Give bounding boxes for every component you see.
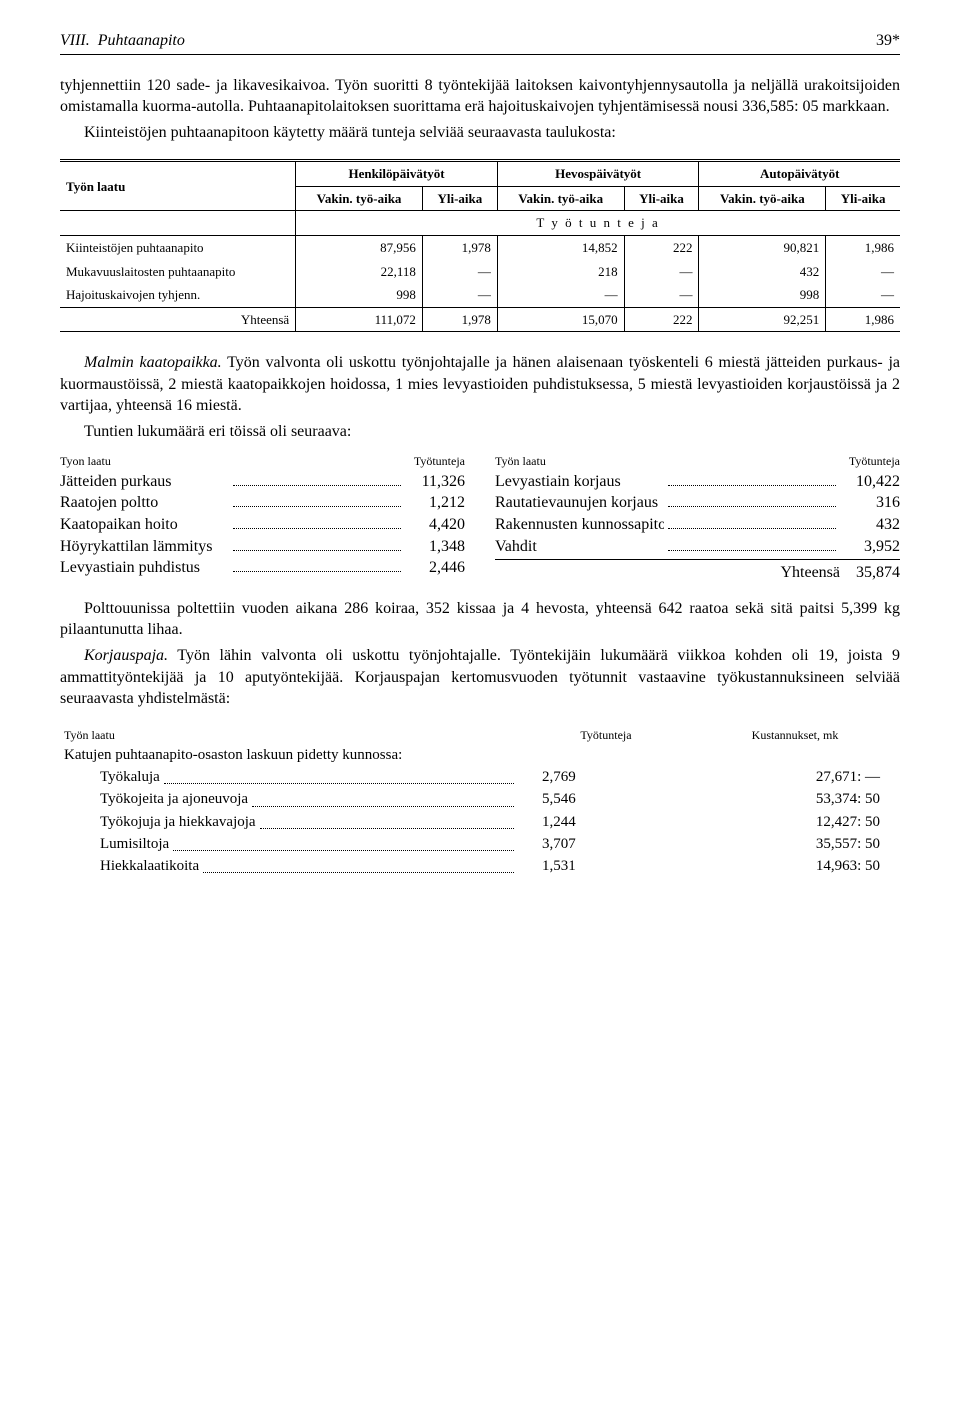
work-hours-table: Työn laatu Henkilöpäivätyöt Hevospäiväty… <box>60 159 900 332</box>
sub-vakin-1: Vakin. työ-aika <box>296 186 423 211</box>
table-row: Mukavuuslaitosten puhtaanapito 22,118 — … <box>60 260 900 284</box>
job-label: Kaatopaikan hoito <box>60 514 229 536</box>
job-row: Kaatopaikan hoito 4,420 <box>60 514 465 536</box>
cost-hours: 1,531 <box>522 855 690 877</box>
cost-label: Lumisiltoja <box>60 833 522 855</box>
job-label: Levyastiain puhdistus <box>60 557 229 579</box>
job-value: 2,446 <box>405 557 465 579</box>
table-row: Hajoituskaivojen tyhjenn. 998 — — — 998 … <box>60 283 900 307</box>
cost-amount: 12,427: 50 <box>690 811 900 833</box>
job-row: Levyastiain korjaus 10,422 <box>495 471 900 493</box>
job-label: Raatojen poltto <box>60 492 229 514</box>
cost-hours: 3,707 <box>522 833 690 855</box>
job-row: Höyrykattilan lämmitys 1,348 <box>60 536 465 558</box>
col-group-1: Henkilöpäivätyöt <box>296 161 498 187</box>
table-row: Kiinteistöjen puhtaanapito 87,956 1,978 … <box>60 236 900 260</box>
page-number: 39* <box>876 30 900 52</box>
cost-row: Hiekkalaatikoita1,53114,963: 50 <box>60 855 900 877</box>
job-value: 316 <box>840 492 900 514</box>
job-value: 10,422 <box>840 471 900 493</box>
cost-hours: 5,546 <box>522 788 690 810</box>
cost-row: Työkojuja ja hiekkavajoja1,24412,427: 50 <box>60 811 900 833</box>
paragraph-1: tyhjennettiin 120 sade- ja likavesikaivo… <box>60 75 900 118</box>
paragraph-4: Tuntien lukumäärä eri töissä oli seuraav… <box>60 421 900 443</box>
sub-yli-3: Yli-aika <box>826 186 900 211</box>
col-header-laatu: Työn laatu <box>60 161 296 211</box>
section-heading-malmin: Malmin kaatopaikka. <box>84 354 222 371</box>
cost-amount: 35,557: 50 <box>690 833 900 855</box>
cost-label: Hiekkalaatikoita <box>60 855 522 877</box>
job-value: 432 <box>840 514 900 536</box>
sub-yli-1: Yli-aika <box>422 186 497 211</box>
job-label: Levyastiain korjaus <box>495 471 664 493</box>
paragraph-2: Kiinteistöjen puhtaanapitoon käytetty mä… <box>60 122 900 144</box>
cost-table: Työn laatu Työtunteja Kustannukset, mk K… <box>60 726 900 878</box>
jobs-right-col: Työn laatuTyötunteja Levyastiain korjaus… <box>495 453 900 584</box>
job-value: 4,420 <box>405 514 465 536</box>
cost-head-2: Työtunteja <box>522 726 690 744</box>
col-group-3: Autopäivätyöt <box>699 161 900 187</box>
job-value: 1,348 <box>405 536 465 558</box>
paragraph-6: Korjauspaja. Työn lähin valvonta oli usk… <box>60 645 900 710</box>
cost-amount: 53,374: 50 <box>690 788 900 810</box>
job-label: Rautatievaunujen korjaus <box>495 492 664 514</box>
paragraph-5: Polttouunissa poltettiin vuoden aikana 2… <box>60 598 900 641</box>
sub-vakin-2: Vakin. työ-aika <box>497 186 624 211</box>
jobs-total-row: Yhteensä 35,874 <box>495 559 900 584</box>
job-row: Levyastiain puhdistus 2,446 <box>60 557 465 579</box>
sub-yli-2: Yli-aika <box>624 186 699 211</box>
cost-head-1: Työn laatu <box>60 726 522 744</box>
jobs-two-column: Tyon laatuTyötunteja Jätteiden purkaus 1… <box>60 453 900 584</box>
paragraph-3: Malmin kaatopaikka. Työn valvonta oli us… <box>60 352 900 417</box>
cost-head-3: Kustannukset, mk <box>690 726 900 744</box>
cost-group-label: Katujen puhtaanapito-osaston laskuun pid… <box>60 744 900 766</box>
job-label: Höyrykattilan lämmitys <box>60 536 229 558</box>
sub-vakin-3: Vakin. työ-aika <box>699 186 826 211</box>
job-value: 3,952 <box>840 536 900 558</box>
unit-row: T y ö t u n t e j a <box>296 211 900 236</box>
job-label: Jätteiden purkaus <box>60 471 229 493</box>
cost-row: Työkojeita ja ajoneuvoja5,54653,374: 50 <box>60 788 900 810</box>
job-row: Vahdit 3,952 <box>495 536 900 558</box>
page-header: VIII. Puhtaanapito 39* <box>60 30 900 55</box>
col-group-2: Hevospäivätyöt <box>497 161 699 187</box>
job-row: Raatojen poltto 1,212 <box>60 492 465 514</box>
cost-amount: 14,963: 50 <box>690 855 900 877</box>
job-row: Rakennusten kunnossapito . 432 <box>495 514 900 536</box>
cost-row: Työkaluja2,76927,671: — <box>60 766 900 788</box>
section-heading-korjauspaja: Korjauspaja. <box>84 647 168 664</box>
job-value: 11,326 <box>405 471 465 493</box>
job-label: Vahdit <box>495 536 664 558</box>
table-total-row: Yhteensä 111,072 1,978 15,070 222 92,251… <box>60 307 900 332</box>
job-row: Jätteiden purkaus 11,326 <box>60 471 465 493</box>
job-row: Rautatievaunujen korjaus 316 <box>495 492 900 514</box>
jobs-left-col: Tyon laatuTyötunteja Jätteiden purkaus 1… <box>60 453 465 584</box>
cost-hours: 1,244 <box>522 811 690 833</box>
chapter-title: VIII. Puhtaanapito <box>60 30 185 52</box>
cost-label: Työkojuja ja hiekkavajoja <box>60 811 522 833</box>
cost-row: Lumisiltoja3,70735,557: 50 <box>60 833 900 855</box>
cost-label: Työkojeita ja ajoneuvoja <box>60 788 522 810</box>
cost-label: Työkaluja <box>60 766 522 788</box>
cost-hours: 2,769 <box>522 766 690 788</box>
cost-amount: 27,671: — <box>690 766 900 788</box>
job-value: 1,212 <box>405 492 465 514</box>
job-label: Rakennusten kunnossapito . <box>495 514 664 536</box>
